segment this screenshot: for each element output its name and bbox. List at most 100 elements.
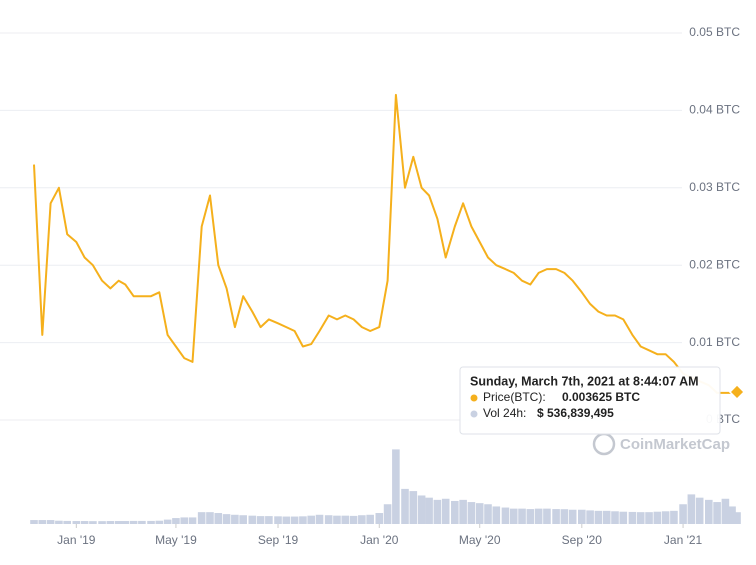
volume-bar [274,516,282,524]
volume-bar [375,513,384,524]
volume-bar [704,499,713,524]
volume-bar [501,507,510,524]
volume-bar [341,515,350,524]
volume-bar [713,502,721,524]
x-tick-label: Jan '20 [360,533,399,547]
watermark: CoinMarketCap [592,432,730,456]
volume-bar [55,520,63,524]
y-tick-label: 0.04 BTC [689,103,740,117]
x-tick-label: Sep '20 [562,533,603,547]
tooltip-volume-dot [470,410,478,418]
volume-bar [518,508,526,524]
volume-bar [543,508,551,524]
volume-bar [180,517,189,524]
tooltip-volume-label: Vol 24h: [483,406,526,420]
volume-bar [38,520,47,524]
volume-bar [138,520,146,524]
volume-bar [526,509,535,524]
volume-bar [728,506,736,524]
volume-bar [679,504,687,524]
x-tick-label: May '19 [155,533,197,547]
volume-bar [349,515,358,524]
volume-bar [594,510,603,524]
volume-bar [451,500,459,524]
volume-bar [441,498,450,524]
volume-bar [509,508,518,524]
volume-bar [366,514,374,524]
volume-layer [30,449,741,524]
tooltip-title: Sunday, March 7th, 2021 at 8:44:07 AM [470,374,699,388]
volume-bar [534,508,543,524]
volume-bar [239,515,247,524]
volume-bar [602,510,611,524]
tooltip-price-dot [470,394,478,402]
volume-bar [409,491,418,524]
volume-bar [586,510,594,524]
volume-bar [106,521,115,524]
tooltip-volume-value: $ 536,839,495 [537,406,614,420]
volume-bar [721,498,730,524]
tooltip-box [459,366,721,435]
volume-bar [206,512,214,524]
volume-bar [72,521,81,524]
volume-bar [231,514,239,524]
volume-bar [265,516,273,524]
volume-bar [484,504,492,524]
watermark-text: CoinMarketCap [620,436,730,453]
volume-bar [163,519,172,524]
volume-bar [687,494,696,524]
x-tick-label: Jan '21 [664,533,703,547]
price-line [33,93,738,394]
volume-bar [98,521,106,524]
volume-bar [552,509,560,524]
volume-bar [197,512,206,524]
volume-bar [299,516,307,524]
volume-bar [30,520,38,524]
volume-bar [670,510,678,524]
volume-bar [645,512,653,524]
volume-bar [383,504,392,524]
x-tick-label: Jan '19 [57,533,96,547]
volume-bar [417,495,426,524]
volume-bar [695,497,704,524]
volume-bar [290,516,299,524]
volume-bar [459,499,467,524]
volume-bar [653,511,662,524]
volume-bar [248,515,257,524]
volume-bar [611,511,619,524]
volume-bar [467,502,476,524]
volume-bar [315,514,324,524]
volume-bar [155,520,164,524]
volume-bar [433,499,442,524]
hover-marker [728,383,746,401]
volume-bar [89,521,97,524]
volume-bar [568,509,577,524]
y-tick-label: 0.05 BTC [689,25,740,39]
volume-bar [661,511,670,524]
tooltip-price-value: 0.003625 BTC [562,390,640,404]
volume-bar [172,518,180,524]
volume-bar [114,521,123,524]
tooltip: Sunday, March 7th, 2021 at 8:44:07 AM Pr… [459,366,721,435]
volume-bar [80,521,89,524]
watermark-logo [592,432,616,456]
x-tick-label: Sep '19 [258,533,299,547]
volume-bar [222,514,231,524]
tooltip-price-label: Price(BTC): [483,390,546,404]
volume-bar [619,511,628,524]
volume-bar [392,449,400,524]
x-tick-label: May '20 [459,533,501,547]
volume-bar [188,517,197,524]
volume-bar [324,515,333,524]
volume-bar [401,488,409,524]
volume-bar [358,515,366,524]
price-layer [33,93,746,401]
volume-bar [733,512,741,524]
volume-bar [214,513,223,524]
volume-bar [636,512,645,524]
volume-bar [256,516,265,524]
y-tick-label: 0.02 BTC [689,257,740,271]
volume-bar [307,515,316,524]
volume-bar [129,520,138,524]
